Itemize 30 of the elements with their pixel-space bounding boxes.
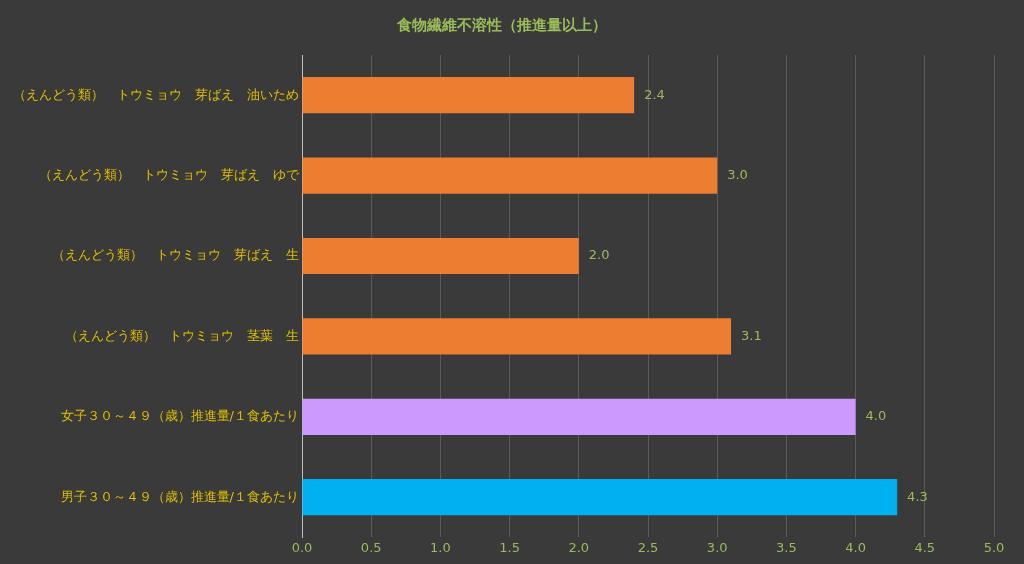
chart-title: 食物繊維不溶性（推進量以上）: [396, 15, 607, 34]
bar: [302, 398, 856, 435]
y-tick-label: 女子３０～４９（歳）推進量/１食あたり: [60, 408, 299, 424]
x-tick-label: 3.0: [706, 539, 728, 555]
y-tick-label: （えんどう類） トウミョウ 茎葉 生: [65, 327, 299, 343]
data-label: 4.0: [865, 408, 887, 424]
x-tick-label: 0.0: [291, 539, 313, 555]
x-tick-label: 4.5: [914, 539, 936, 555]
data-label: 3.1: [741, 327, 762, 343]
bar: [302, 237, 579, 275]
x-tick-label: 1.5: [499, 539, 520, 555]
bar: [302, 318, 732, 355]
x-tick-label: 1.0: [430, 539, 451, 555]
x-tick-label: 4.0: [845, 539, 866, 555]
y-tick-label: （えんどう類） トウミョウ 芽ばえ 油いため: [13, 86, 299, 102]
y-tick-label: （えんどう類） トウミョウ 芽ばえ 生: [52, 247, 299, 263]
data-label: 3.0: [727, 166, 748, 182]
x-tick-label: 5.0: [983, 539, 1005, 555]
x-tick-label: 2.5: [637, 539, 659, 555]
y-tick-label: 男子３０～４９（歳）推進量/１食あたり: [60, 488, 299, 504]
bar: [302, 479, 898, 516]
data-label: 2.0: [588, 247, 610, 263]
data-label: 4.3: [907, 488, 928, 504]
bar: [302, 77, 635, 114]
data-label: 2.4: [644, 86, 665, 102]
x-tick-label: 3.5: [776, 539, 797, 555]
x-tick-label: 0.5: [360, 539, 382, 555]
x-tick-label: 2.0: [568, 539, 590, 555]
bar: [302, 157, 718, 194]
y-tick-label: （えんどう類） トウミョウ 芽ばえ ゆで: [39, 166, 300, 182]
